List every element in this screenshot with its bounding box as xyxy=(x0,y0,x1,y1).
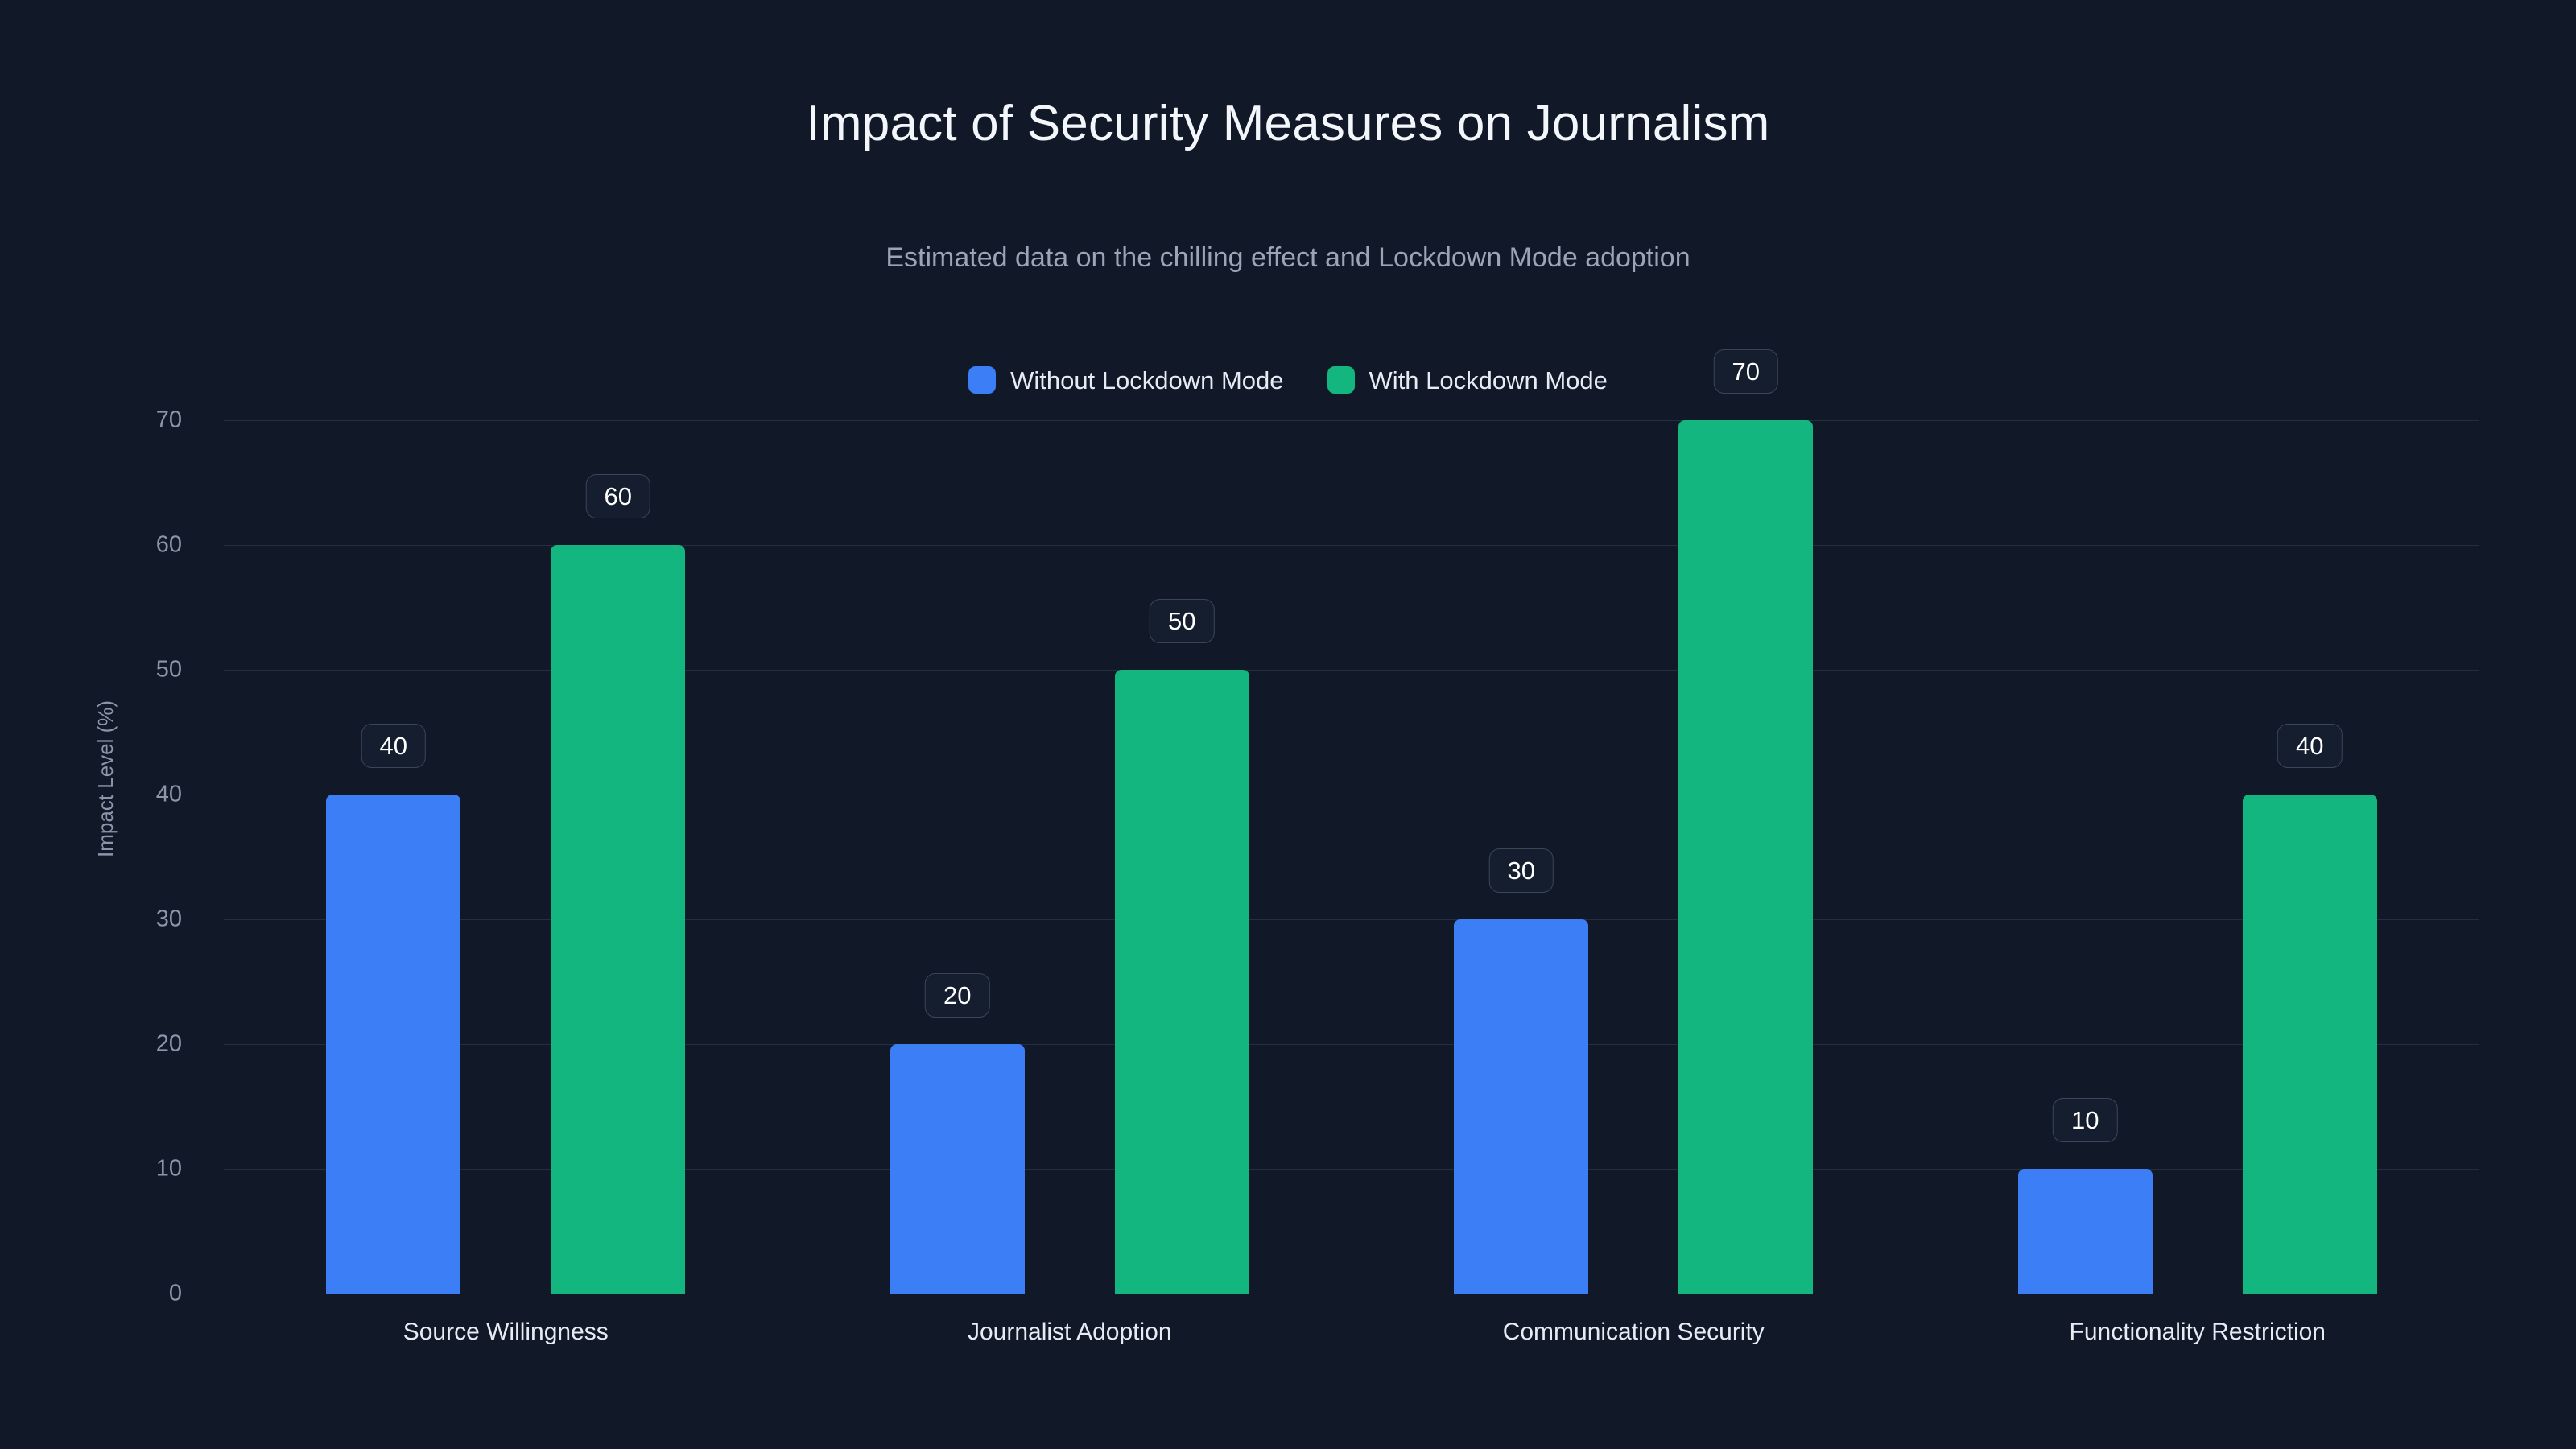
bar[interactable] xyxy=(2017,1169,2153,1294)
legend-swatch-icon xyxy=(1327,366,1355,394)
gridline xyxy=(224,1044,2479,1045)
x-axis-tick-label: Communication Security xyxy=(1502,1319,1765,1345)
y-axis-tick-label: 20 xyxy=(155,1030,182,1057)
bar[interactable] xyxy=(551,545,686,1294)
bar[interactable] xyxy=(1454,919,1589,1294)
y-axis-tick-label: 70 xyxy=(155,407,182,433)
y-axis-tick-label: 0 xyxy=(168,1280,182,1307)
gridline xyxy=(224,420,2479,421)
legend-item[interactable]: With Lockdown Mode xyxy=(1327,366,1608,394)
y-axis-tick-label: 40 xyxy=(155,781,182,807)
x-axis-tick-label: Journalist Adoption xyxy=(967,1319,1172,1345)
y-axis-title: Impact Level (%) xyxy=(93,700,118,857)
bar-value-label: 40 xyxy=(361,724,426,768)
gridline xyxy=(224,670,2479,671)
legend-label: Without Lockdown Mode xyxy=(1010,365,1284,394)
bar[interactable] xyxy=(1114,670,1249,1294)
chart-title: Impact of Security Measures on Journalis… xyxy=(806,96,1770,151)
y-axis-tick-label: 10 xyxy=(155,1155,182,1182)
bar-value-label: 70 xyxy=(1713,349,1778,394)
gridline xyxy=(224,919,2479,920)
y-axis-tick-label: 60 xyxy=(155,531,182,558)
legend-swatch-icon xyxy=(968,366,997,394)
gridline xyxy=(224,545,2479,546)
bar-value-label: 50 xyxy=(1150,599,1215,643)
bar-value-label: 40 xyxy=(2277,724,2343,768)
x-axis-tick-labels: Source Willingness Journalist Adoption Com… xyxy=(224,1320,2479,1368)
bar[interactable] xyxy=(326,795,461,1294)
bar[interactable] xyxy=(2242,795,2377,1294)
bar[interactable] xyxy=(1678,420,1814,1294)
y-axis-tick-label: 50 xyxy=(155,656,182,683)
bar-value-label: 10 xyxy=(2053,1098,2118,1142)
bar-value-label: 60 xyxy=(585,474,650,518)
x-axis-tick-label: Source Willingness xyxy=(402,1319,609,1345)
gridline xyxy=(224,1169,2479,1170)
bar[interactable] xyxy=(890,1044,1025,1294)
bar-value-label: 30 xyxy=(1488,848,1554,893)
y-axis-tick-label: 30 xyxy=(155,906,182,932)
chart-legend: Without Lockdown Mode With Lockdown Mode xyxy=(0,366,2576,394)
chart-subtitle: Estimated data on the chilling effect an… xyxy=(886,242,1690,273)
legend-label: With Lockdown Mode xyxy=(1368,365,1608,394)
y-axis-tick-labels: 0 10 20 30 40 50 60 70 xyxy=(0,408,203,1305)
plot-area: 40 60 20 50 30 70 10 40 xyxy=(224,349,2479,1294)
bar-value-label: 20 xyxy=(925,973,990,1018)
x-axis-tick-label: Functionality Restriction xyxy=(2069,1319,2326,1345)
legend-item[interactable]: Without Lockdown Mode xyxy=(968,365,1284,394)
